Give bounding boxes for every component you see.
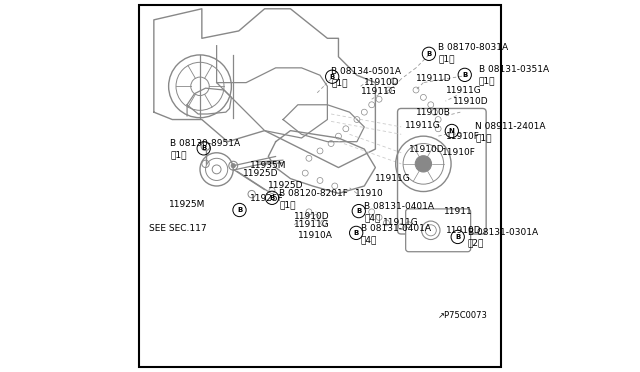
- Text: B: B: [353, 230, 359, 236]
- Text: 11910D: 11910D: [294, 212, 330, 221]
- Text: SEE SEC.117: SEE SEC.117: [149, 224, 207, 233]
- Text: 11910F: 11910F: [442, 148, 476, 157]
- Text: 11911D: 11911D: [416, 74, 452, 83]
- Text: B 08131-0401A
（4）: B 08131-0401A （4）: [360, 224, 431, 244]
- Text: 11911G: 11911G: [376, 174, 411, 183]
- Text: 11910D: 11910D: [453, 97, 488, 106]
- Text: B 08131-0301A
（2）: B 08131-0301A （2）: [468, 228, 538, 248]
- Text: N 08911-2401A
（1）: N 08911-2401A （1）: [475, 122, 545, 142]
- Text: B 08130-8951A
（1）: B 08130-8951A （1）: [170, 139, 241, 159]
- Text: 11910A: 11910A: [298, 231, 333, 240]
- Text: B 08134-0501A
（1）: B 08134-0501A （1）: [331, 67, 401, 87]
- Text: B: B: [455, 234, 460, 240]
- Text: B 08131-0401A
（4）: B 08131-0401A （4）: [364, 202, 435, 222]
- Text: B 08170-8031A
（1）: B 08170-8031A （1）: [438, 43, 508, 63]
- Text: B: B: [237, 207, 242, 213]
- Text: 11910F: 11910F: [445, 132, 479, 141]
- Text: 11935M: 11935M: [250, 161, 286, 170]
- Text: B: B: [269, 195, 275, 201]
- FancyBboxPatch shape: [406, 209, 470, 252]
- Text: 11910: 11910: [355, 189, 384, 198]
- Text: 11925D: 11925D: [268, 182, 304, 190]
- Text: 11910B: 11910B: [416, 108, 451, 117]
- Text: 11911G: 11911G: [405, 121, 441, 129]
- Text: B: B: [330, 74, 335, 80]
- Text: B 08131-0351A
（1）: B 08131-0351A （1）: [479, 65, 549, 85]
- Text: B: B: [201, 145, 206, 151]
- Text: 11925M: 11925M: [168, 200, 205, 209]
- Text: 11911G: 11911G: [294, 220, 330, 229]
- Circle shape: [415, 156, 431, 172]
- Text: 11911: 11911: [444, 207, 472, 217]
- FancyBboxPatch shape: [139, 5, 501, 367]
- Text: 11911G: 11911G: [445, 86, 481, 94]
- Text: 11910D: 11910D: [408, 145, 444, 154]
- Text: 11911G: 11911G: [383, 218, 419, 227]
- Circle shape: [231, 163, 236, 168]
- Text: B: B: [462, 72, 467, 78]
- Text: 11910D: 11910D: [445, 226, 481, 235]
- Text: B 08120-8201F
（1）: B 08120-8201F （1）: [280, 189, 348, 209]
- Text: ↗P75C0073: ↗P75C0073: [438, 311, 488, 320]
- Text: 11925D: 11925D: [243, 169, 278, 177]
- Text: B: B: [356, 208, 362, 214]
- Text: B: B: [426, 51, 431, 57]
- Text: 11925F: 11925F: [250, 195, 284, 203]
- FancyBboxPatch shape: [397, 109, 486, 234]
- Text: 11911G: 11911G: [360, 87, 396, 96]
- Text: N: N: [449, 128, 455, 134]
- Text: 11910D: 11910D: [364, 78, 400, 87]
